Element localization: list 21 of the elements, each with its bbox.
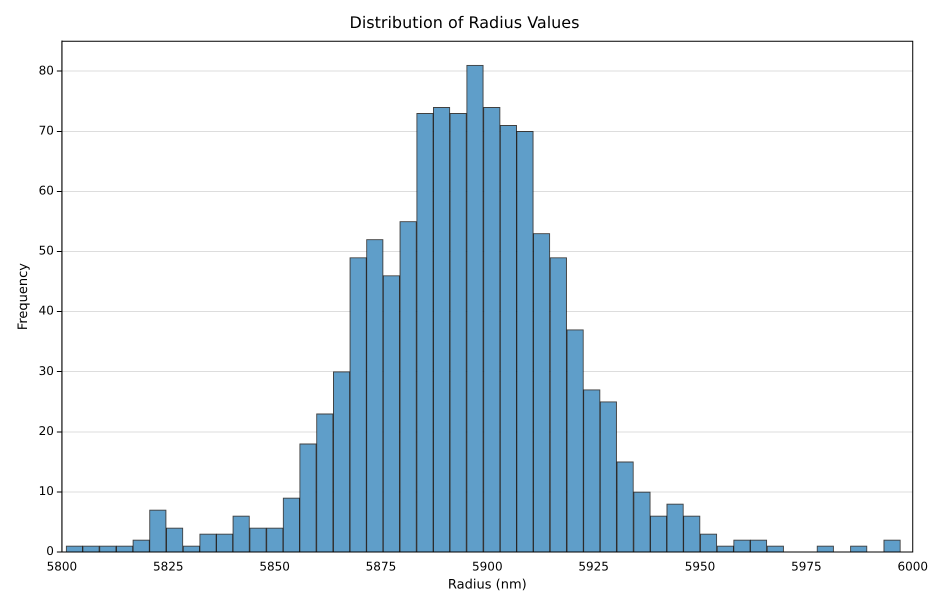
x-tick-label: 5950 [684, 559, 716, 574]
y-axis-title: Frequency [16, 262, 32, 330]
y-tick-label: 40 [38, 304, 54, 318]
x-tick-label: 5850 [259, 559, 290, 574]
y-tick-label: 10 [38, 484, 54, 498]
x-tick-label: 5900 [472, 559, 503, 574]
y-tick-label: 70 [38, 123, 54, 138]
y-tick-label: 80 [38, 63, 54, 78]
y-tick-label: 20 [38, 424, 54, 438]
x-axis-title: Radius (nm) [448, 578, 527, 593]
x-tick-label: 5925 [578, 559, 609, 574]
x-tick-label: 5800 [46, 559, 78, 574]
y-tick-label: 0 [46, 544, 54, 558]
x-tick-label: 5875 [366, 559, 396, 574]
chart-title: Distribution of Radius Values [350, 12, 580, 32]
x-tick-label: 5975 [791, 559, 822, 574]
y-tick-label: 30 [38, 364, 54, 378]
y-tick-label: 50 [38, 244, 54, 258]
x-tick-label: 5825 [152, 559, 184, 574]
x-tick-label: 6000 [897, 559, 928, 574]
y-tick-label: 60 [38, 184, 54, 198]
